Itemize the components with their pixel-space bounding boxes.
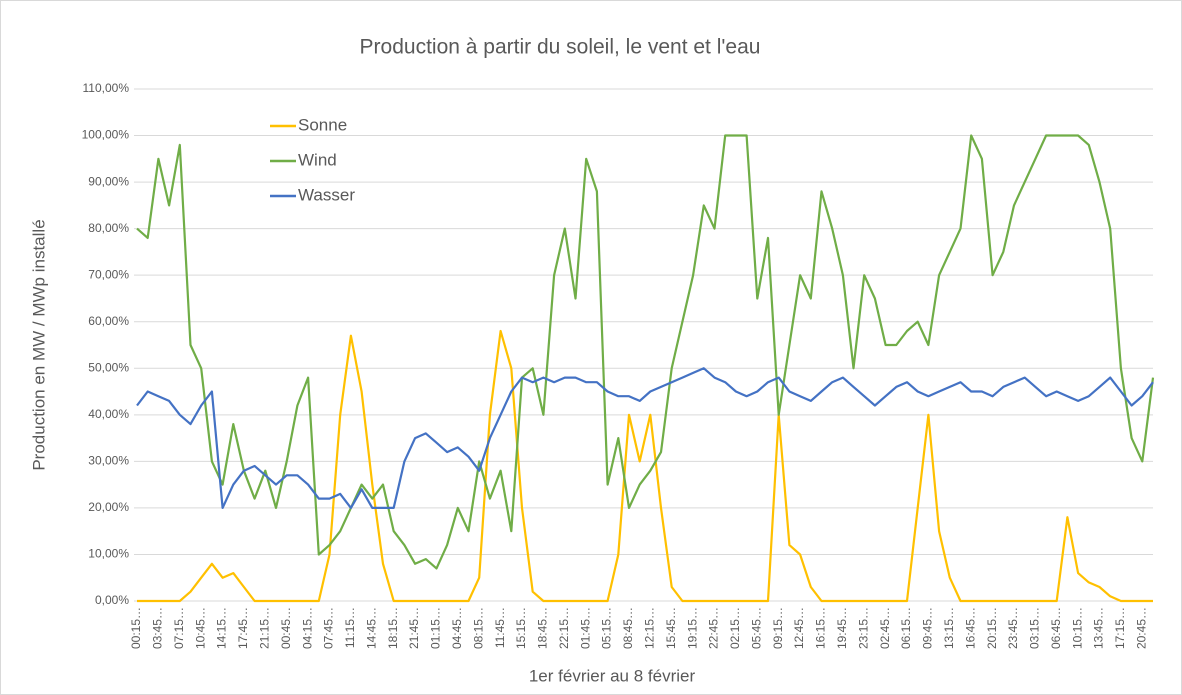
x-axis-label: 1er février au 8 février bbox=[529, 666, 696, 685]
x-tick-label: 14:15… bbox=[215, 607, 229, 649]
x-tick-label: 06:15… bbox=[899, 607, 913, 649]
x-tick-label: 01:15… bbox=[429, 607, 443, 649]
legend-label: Wasser bbox=[298, 185, 355, 204]
y-tick-label: 70,00% bbox=[88, 267, 129, 281]
x-tick-label: 16:45… bbox=[963, 607, 977, 649]
x-tick-label: 06:45… bbox=[1049, 607, 1063, 649]
x-tick-label: 15:45… bbox=[664, 607, 678, 649]
x-tick-label: 13:45… bbox=[1092, 607, 1106, 649]
x-tick-label: 23:15… bbox=[856, 607, 870, 649]
x-tick-label: 03:45… bbox=[151, 607, 165, 649]
x-tick-label: 08:15… bbox=[471, 607, 485, 649]
x-tick-label: 02:15… bbox=[728, 607, 742, 649]
x-tick-label: 23:45… bbox=[1006, 607, 1020, 649]
series-line bbox=[136, 134, 1155, 570]
x-tick-label: 11:45… bbox=[493, 607, 507, 648]
x-tick-label: 03:15… bbox=[1028, 607, 1042, 649]
x-tick-label: 17:45… bbox=[236, 607, 250, 649]
y-axis-label: Production en MW / MWp installé bbox=[29, 219, 48, 470]
x-tick-label: 08:45… bbox=[621, 607, 635, 649]
x-tick-label: 01:45… bbox=[578, 607, 592, 649]
x-tick-label: 20:45… bbox=[1134, 607, 1148, 649]
legend-label: Wind bbox=[298, 150, 337, 169]
x-tick-label: 12:15… bbox=[643, 607, 657, 649]
x-tick-label: 07:15… bbox=[172, 607, 186, 649]
y-tick-label: 20,00% bbox=[88, 500, 129, 514]
legend-label: Sonne bbox=[298, 115, 347, 134]
x-tick-label: 14:45… bbox=[364, 607, 378, 649]
series-line bbox=[137, 329, 1153, 603]
x-tick-label: 21:15… bbox=[258, 607, 272, 649]
x-tick-label: 05:15… bbox=[600, 607, 614, 649]
x-tick-label: 18:15… bbox=[386, 607, 400, 649]
x-tick-label: 22:45… bbox=[707, 607, 721, 649]
x-tick-label: 13:15… bbox=[942, 607, 956, 649]
x-tick-label: 00:15… bbox=[129, 607, 143, 649]
y-tick-label: 100,00% bbox=[82, 128, 130, 142]
x-tick-label: 10:15… bbox=[1070, 607, 1084, 649]
x-tick-label: 21:45… bbox=[407, 607, 421, 649]
x-tick-label: 07:45… bbox=[322, 607, 336, 649]
x-tick-label: 12:45… bbox=[792, 607, 806, 649]
y-tick-label: 90,00% bbox=[88, 174, 129, 188]
x-tick-label: 22:15… bbox=[557, 607, 571, 649]
x-tick-label: 19:15… bbox=[685, 607, 699, 649]
x-tick-label: 11:15… bbox=[343, 607, 357, 648]
y-tick-label: 40,00% bbox=[88, 407, 129, 421]
y-tick-label: 80,00% bbox=[88, 221, 129, 235]
x-tick-label: 17:15… bbox=[1113, 607, 1127, 649]
x-tick-label: 04:15… bbox=[300, 607, 314, 649]
x-tick-label: 10:45… bbox=[193, 607, 207, 649]
x-tick-label: 05:45… bbox=[749, 607, 763, 649]
x-tick-label: 18:45… bbox=[536, 607, 550, 649]
y-tick-label: 30,00% bbox=[88, 454, 129, 468]
x-tick-label: 09:45… bbox=[921, 607, 935, 649]
x-tick-label: 16:15… bbox=[814, 607, 828, 649]
x-tick-label: 19:45… bbox=[835, 607, 849, 649]
chart-title: Production à partir du soleil, le vent e… bbox=[360, 36, 761, 59]
y-tick-label: 110,00% bbox=[83, 81, 130, 95]
series-line bbox=[136, 367, 1154, 509]
x-tick-label: 04:45… bbox=[450, 607, 464, 649]
x-tick-label: 02:45… bbox=[878, 607, 892, 649]
x-tick-label: 15:15… bbox=[514, 607, 528, 649]
x-tick-label: 20:15… bbox=[985, 607, 999, 649]
y-tick-label: 50,00% bbox=[88, 360, 129, 374]
x-tick-label: 09:15… bbox=[771, 607, 785, 649]
x-tick-label: 00:45… bbox=[279, 607, 293, 649]
y-tick-label: 10,00% bbox=[88, 547, 129, 561]
y-tick-label: 0,00% bbox=[95, 593, 129, 607]
y-tick-label: 60,00% bbox=[88, 314, 129, 328]
